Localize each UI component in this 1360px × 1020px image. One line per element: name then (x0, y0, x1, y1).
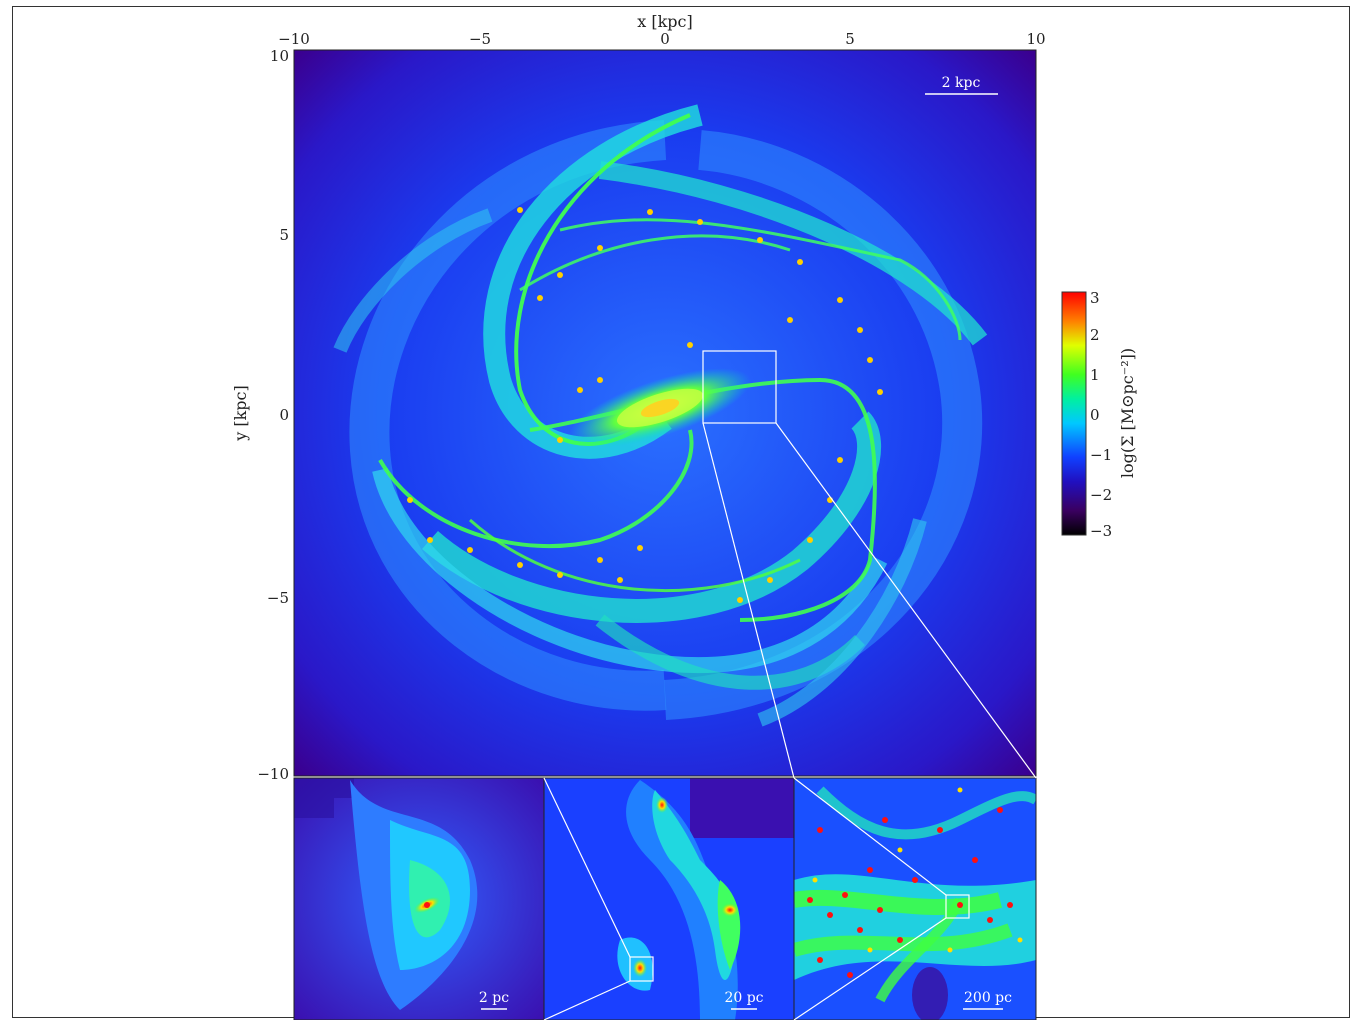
colorbar-tick: −2 (1090, 486, 1112, 504)
zoom-panel-2: 20 pc (543, 777, 795, 1020)
x-tick-label: 5 (845, 30, 855, 48)
x-tick-label: −5 (469, 30, 491, 48)
zoom-1-scale-bar-label: 2 pc (479, 990, 509, 1006)
y-tick-label: 5 (279, 226, 289, 244)
x-tick-label: 10 (1026, 30, 1045, 48)
colorbar-tick: −3 (1090, 522, 1112, 540)
colorbar-tick: 0 (1090, 406, 1100, 424)
colorbar-tick: 2 (1090, 326, 1100, 344)
zoom-box-3 (945, 894, 970, 919)
zoom-connectors (543, 422, 1037, 1020)
zoom-panel-3: 200 pc (793, 777, 1037, 1020)
y-tick-label: 0 (279, 406, 289, 424)
y-tick-label: −10 (257, 765, 289, 783)
zoom-3-scale-bar-label: 200 pc (964, 990, 1012, 1006)
x-tick-label: −10 (278, 30, 310, 48)
x-axis: −10 −5 0 5 10 x [kpc] (278, 12, 1045, 48)
main-panel: 2 kpc (293, 49, 1037, 777)
colorbar: 3 2 1 0 −1 −2 −3 log(Σ [M⊙pc⁻²]) (1061, 289, 1137, 540)
zoom-2-scale-bar-label: 20 pc (724, 990, 763, 1006)
y-axis-label: y [kpc] (231, 385, 250, 442)
colorbar-tick: 1 (1090, 366, 1100, 384)
colorbar-tick: 3 (1090, 289, 1100, 307)
x-tick-label: 0 (660, 30, 670, 48)
main-scale-bar-label: 2 kpc (942, 75, 981, 91)
y-tick-label: 10 (270, 47, 289, 65)
zoom-box-main (702, 350, 777, 424)
y-axis: 10 5 0 −5 −10 y [kpc] (231, 47, 289, 783)
galaxy-image (333, 104, 988, 727)
main-panel-border (293, 49, 1037, 777)
colorbar-tick: −1 (1090, 446, 1112, 464)
y-tick-label: −5 (267, 589, 289, 607)
colorbar-gradient (1061, 291, 1087, 536)
x-axis-label: x [kpc] (637, 12, 693, 31)
zoom-panel-1: 2 pc (293, 777, 545, 1020)
colorbar-label: log(Σ [M⊙pc⁻²]) (1118, 348, 1137, 478)
zoom-box-2 (629, 956, 654, 982)
